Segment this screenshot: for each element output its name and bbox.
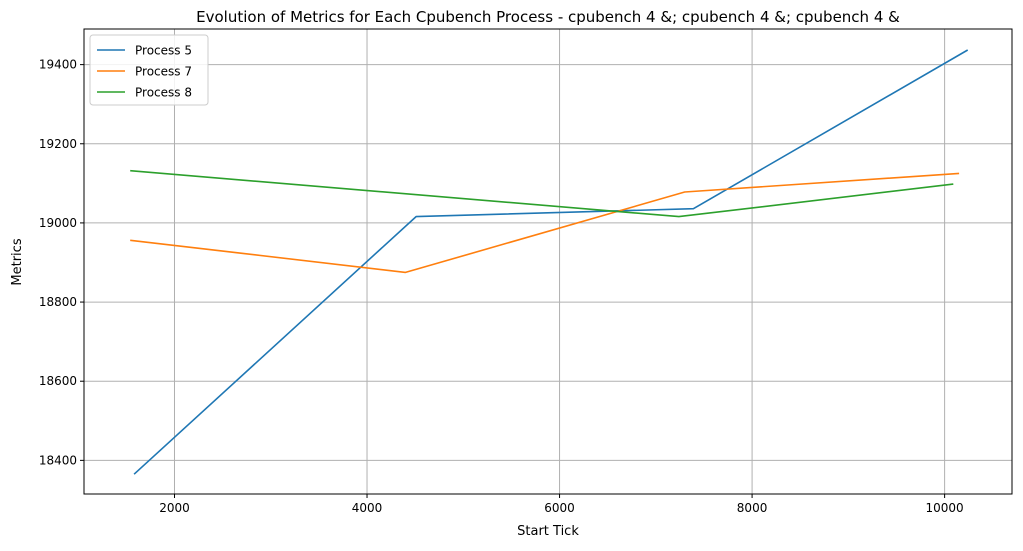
y-tick-label: 18800 (39, 295, 77, 309)
y-axis: 18400 18600 18800 19000 19200 19400 (39, 58, 84, 467)
y-tick-label: 18400 (39, 453, 77, 467)
legend-label: Process 7 (135, 65, 192, 79)
y-axis-label: Metrics (10, 238, 25, 285)
series-line-process-7 (130, 172, 960, 274)
plot-area-frame (83, 28, 1013, 495)
y-tick-label: 19400 (39, 58, 77, 72)
series-line-process-5 (133, 49, 969, 475)
series-lines (130, 49, 969, 475)
legend-label: Process 8 (135, 86, 192, 100)
series-line-process-8 (130, 169, 954, 218)
x-axis: 2000 4000 6000 8000 10000 (159, 494, 964, 515)
legend: Process 5 Process 7 Process 8 (89, 34, 209, 106)
y-tick-label: 19200 (39, 137, 77, 151)
y-tick-label: 19000 (39, 216, 77, 230)
x-tick-label: 8000 (737, 501, 768, 515)
x-tick-label: 6000 (544, 501, 575, 515)
x-axis-label: Start Tick (517, 524, 579, 539)
y-tick-label: 18600 (39, 374, 77, 388)
chart-title: Evolution of Metrics for Each Cpubench P… (196, 8, 900, 26)
legend-label: Process 5 (135, 44, 192, 58)
grid (84, 29, 1012, 494)
x-tick-label: 4000 (352, 501, 383, 515)
legend-box (89, 34, 209, 106)
x-tick-label: 10000 (926, 501, 964, 515)
x-tick-label: 2000 (159, 501, 190, 515)
